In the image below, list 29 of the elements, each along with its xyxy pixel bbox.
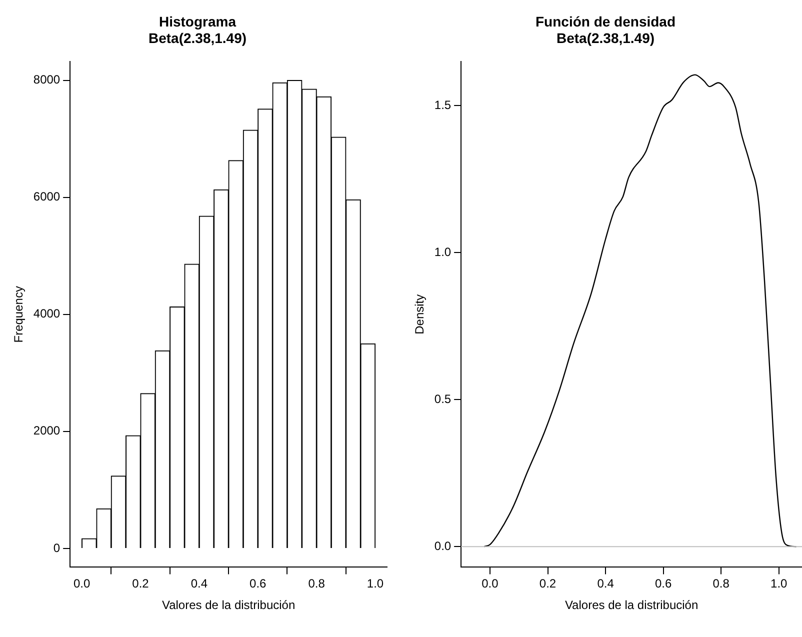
y-tick-label: 0.5 (434, 392, 452, 406)
x-tick-label: 0.8 (712, 576, 730, 591)
x-tick-label: 0.4 (190, 576, 208, 591)
y-axis-title: Frequency (12, 286, 26, 343)
x-tick-label: 1.0 (366, 576, 384, 591)
y-tick-label: 1.5 (434, 98, 452, 112)
x-tick-label: 0.2 (539, 576, 556, 591)
y-axis-title: Density (412, 294, 427, 334)
y-tick-label: 1.0 (434, 244, 452, 259)
x-tick-label: 0.0 (73, 576, 90, 591)
chart-title: Histograma (158, 13, 236, 30)
x-tick-label: 1.0 (770, 576, 788, 591)
x-tick-label: 0.0 (482, 576, 499, 591)
chart-subtitle: Beta(2.38,1.49) (556, 30, 655, 46)
x-tick-label: 0.2 (132, 576, 150, 591)
chart-subtitle: Beta(2.38,1.49) (148, 30, 247, 46)
x-tick-label: 0.4 (597, 576, 614, 591)
x-tick-label: 0.6 (654, 576, 672, 591)
y-tick-label: 8000 (33, 72, 60, 87)
y-tick-label: 6000 (33, 190, 60, 204)
chart-title: Función de densidad (535, 13, 676, 30)
y-tick-label: 4000 (33, 306, 60, 321)
x-axis-title: Valores de la distribución (162, 598, 296, 612)
y-tick-label: 0.0 (434, 538, 452, 553)
y-tick-label: 2000 (33, 424, 60, 438)
x-axis-title: Valores de la distribución (564, 598, 698, 612)
x-tick-label: 0.6 (250, 576, 267, 591)
x-tick-label: 0.8 (308, 576, 326, 591)
y-tick-label: 0 (53, 540, 60, 555)
